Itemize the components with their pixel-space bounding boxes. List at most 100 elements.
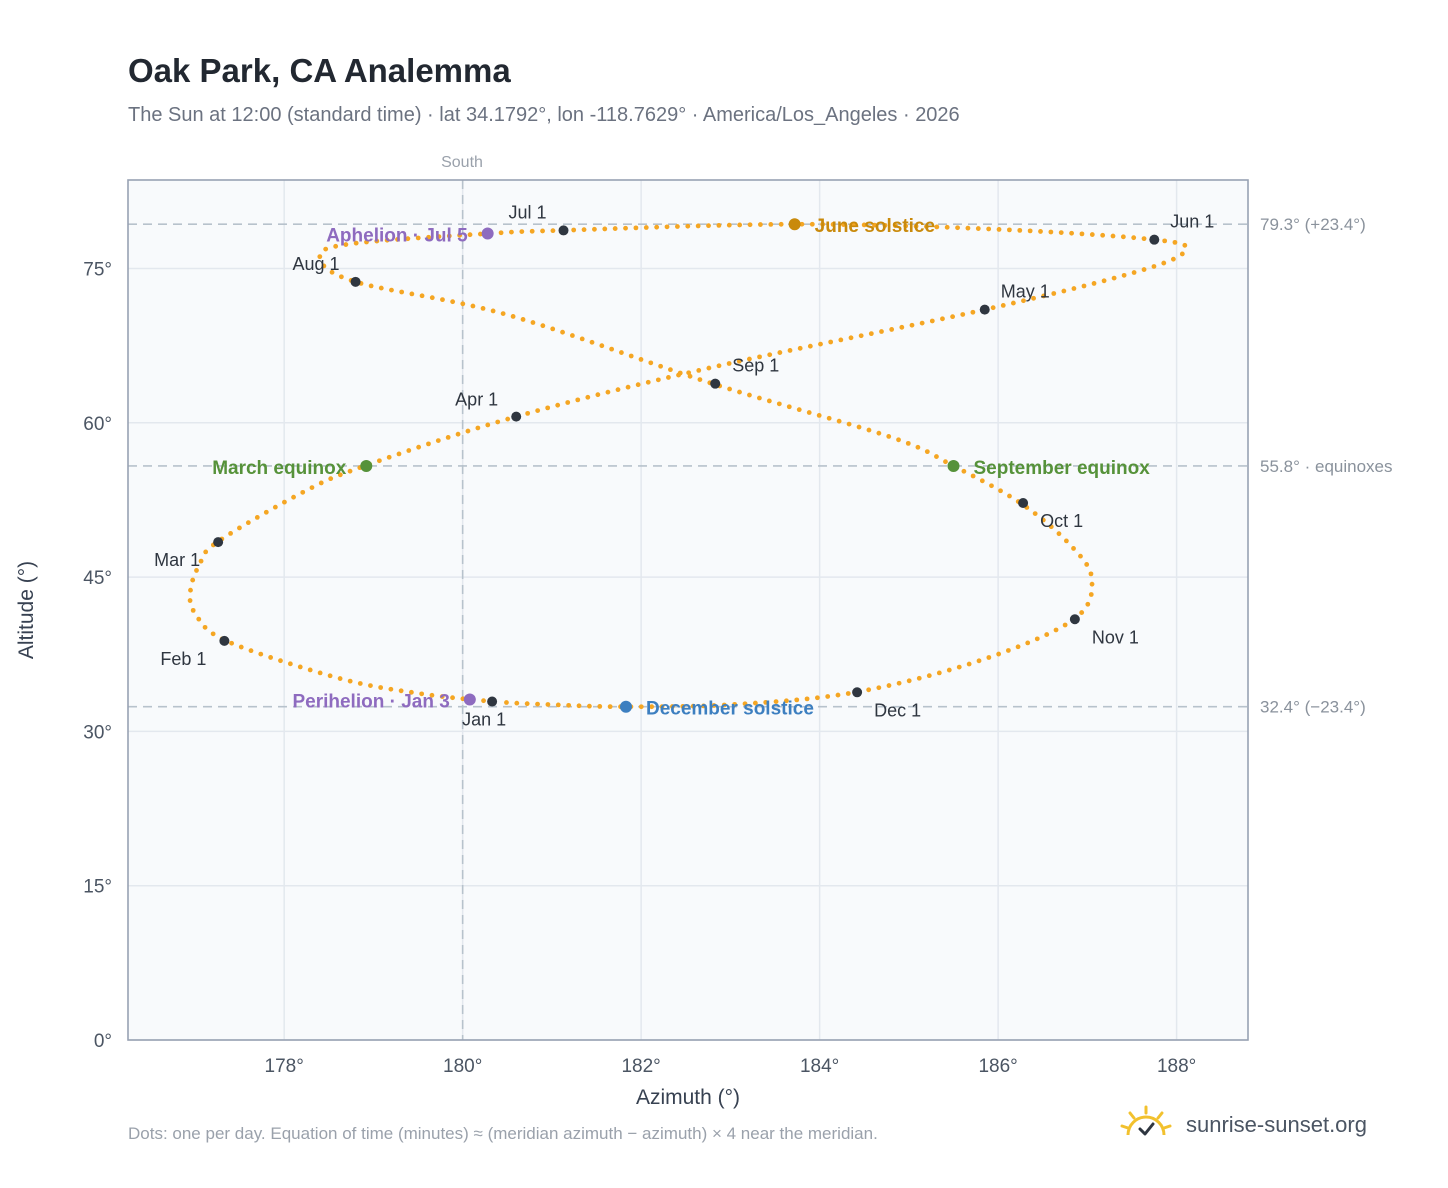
- daily-dot: [495, 419, 501, 425]
- y-axis-label: Altitude (°): [15, 561, 38, 659]
- daily-dot: [291, 494, 296, 500]
- daily-dot: [778, 221, 784, 227]
- daily-dot: [836, 418, 842, 424]
- daily-dot: [861, 222, 867, 228]
- month-dot: [511, 411, 522, 422]
- event-label: December solstice: [646, 699, 814, 720]
- reference-line-label: 79.3° (+23.4°): [1260, 215, 1366, 234]
- y-tick-label: 60°: [83, 414, 112, 435]
- daily-dot: [816, 412, 822, 418]
- daily-dot: [806, 410, 812, 415]
- daily-dot: [378, 285, 384, 291]
- daily-dot: [809, 221, 815, 227]
- page-title: Oak Park, CA Analemma: [128, 52, 511, 89]
- daily-dot: [575, 397, 581, 403]
- daily-dot: [815, 695, 820, 701]
- daily-dot: [440, 297, 445, 303]
- daily-dot: [481, 698, 486, 704]
- daily-dot: [706, 365, 712, 371]
- daily-dot: [229, 640, 235, 646]
- daily-dot: [566, 702, 572, 708]
- daily-dot: [892, 223, 898, 229]
- daily-dot: [1111, 275, 1117, 281]
- daily-dot: [876, 430, 882, 436]
- daily-dot: [357, 681, 363, 686]
- daily-dot: [609, 346, 615, 352]
- daily-dot: [455, 431, 461, 437]
- daily-dot: [794, 697, 800, 703]
- daily-dot: [655, 377, 661, 383]
- daily-dot: [263, 509, 269, 515]
- daily-dot: [1071, 286, 1077, 291]
- daily-dot: [1182, 242, 1188, 248]
- daily-dot: [579, 336, 585, 342]
- daily-dot: [612, 226, 618, 231]
- event-dot: [481, 227, 494, 240]
- daily-dot: [405, 236, 411, 242]
- month-label: Feb 1: [160, 649, 206, 669]
- daily-dot: [906, 678, 912, 684]
- daily-dot: [337, 676, 343, 681]
- month-dot: [219, 635, 230, 646]
- daily-dot: [686, 370, 692, 376]
- daily-dot: [1048, 524, 1054, 530]
- month-label: Sep 1: [732, 356, 779, 376]
- daily-dot: [245, 520, 251, 526]
- daily-dot: [374, 238, 380, 244]
- daily-dot: [446, 233, 452, 239]
- daily-dot: [254, 515, 260, 520]
- daily-dot: [1088, 592, 1094, 597]
- month-dot: [710, 378, 721, 389]
- daily-dot: [376, 458, 382, 464]
- daily-dot: [328, 476, 334, 482]
- page-subtitle: The Sun at 12:00 (standard time) · lat 3…: [128, 104, 960, 126]
- daily-dot: [490, 308, 496, 314]
- daily-dot: [643, 225, 649, 230]
- daily-dot: [936, 670, 942, 676]
- daily-dot: [1100, 232, 1106, 238]
- daily-dot: [747, 356, 752, 362]
- y-tick-label: 75°: [83, 259, 112, 280]
- month-dot: [1018, 498, 1029, 509]
- month-dot: [487, 696, 498, 707]
- daily-dot: [913, 223, 919, 229]
- daily-dot: [187, 598, 193, 603]
- daily-dot: [960, 312, 966, 317]
- y-axis-ticks: 0° 15° 30° 45° 60° 75°: [83, 259, 112, 1052]
- daily-dot: [706, 223, 711, 229]
- daily-dot: [666, 375, 671, 380]
- daily-dot: [1084, 562, 1090, 567]
- month-dot: [350, 276, 361, 287]
- daily-dot: [946, 667, 952, 673]
- x-tick-label: 184°: [800, 1056, 839, 1077]
- daily-dot: [944, 224, 950, 230]
- daily-dot: [1031, 295, 1036, 301]
- daily-dot: [1053, 627, 1059, 633]
- daily-dot: [645, 379, 651, 385]
- month-label: Mar 1: [154, 550, 200, 570]
- daily-dot: [727, 386, 732, 392]
- month-markers: Jan 1 Feb 1 Mar 1 Apr 1 May 1 Jun 1 Jul 1 Aug 1…: [154, 202, 1214, 729]
- daily-dot: [804, 696, 810, 702]
- daily-dot: [1131, 235, 1137, 241]
- daily-dot: [697, 377, 703, 382]
- daily-dot: [450, 299, 456, 305]
- daily-dot: [695, 223, 701, 229]
- event-label: September equinox: [973, 458, 1150, 479]
- daily-dot: [687, 373, 693, 379]
- daily-dot: [820, 221, 826, 227]
- daily-dot: [856, 424, 862, 430]
- y-tick-label: 15°: [83, 877, 112, 898]
- daily-dot: [777, 350, 783, 355]
- daily-dot: [545, 702, 551, 707]
- daily-dot: [926, 673, 932, 679]
- daily-dot: [1091, 281, 1097, 286]
- daily-dot: [188, 587, 193, 593]
- daily-dot: [190, 607, 196, 613]
- month-label: Apr 1: [455, 390, 498, 410]
- daily-dot: [896, 680, 902, 686]
- daily-dot: [1120, 234, 1126, 240]
- brand-link[interactable]: sunrise-sunset.org: [1120, 1100, 1367, 1150]
- month-label: Oct 1: [1040, 511, 1083, 531]
- event-dot: [360, 459, 373, 472]
